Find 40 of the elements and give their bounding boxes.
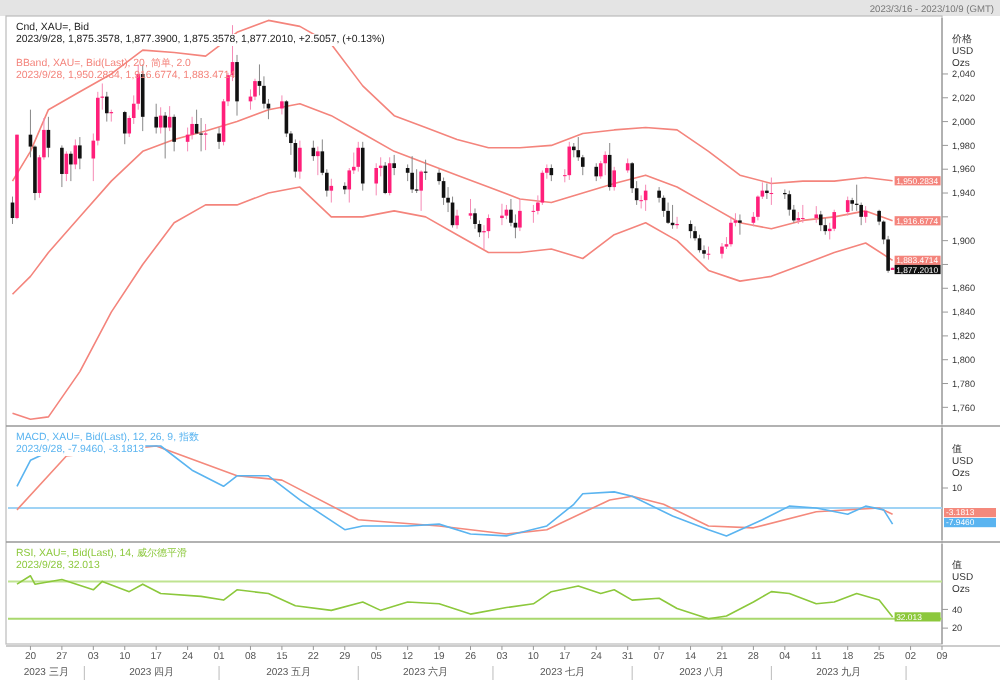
candlestick bbox=[78, 136, 82, 170]
candlestick bbox=[729, 216, 733, 248]
candlestick bbox=[163, 111, 167, 159]
candlestick bbox=[468, 198, 473, 220]
candlestick bbox=[818, 210, 823, 232]
candlestick bbox=[832, 209, 837, 232]
candlestick bbox=[392, 154, 396, 176]
candlestick bbox=[154, 103, 158, 134]
candlestick bbox=[473, 208, 477, 230]
candlestick bbox=[235, 54, 239, 117]
candlestick bbox=[172, 113, 176, 152]
candlestick bbox=[603, 150, 608, 176]
candlestick bbox=[122, 110, 127, 145]
candlestick bbox=[109, 109, 114, 123]
candlestick bbox=[360, 141, 365, 192]
candlestick bbox=[374, 162, 379, 196]
candlestick bbox=[199, 117, 203, 152]
candlestick bbox=[419, 169, 423, 212]
candlestick bbox=[60, 144, 64, 188]
candlestick bbox=[518, 198, 522, 232]
candlestick bbox=[316, 146, 320, 176]
candlestick bbox=[203, 123, 208, 151]
candlestick bbox=[356, 141, 361, 173]
candlestick bbox=[280, 94, 284, 115]
candlestick bbox=[217, 127, 221, 150]
candlestick bbox=[104, 91, 109, 123]
candlestick bbox=[738, 213, 742, 236]
candlestick bbox=[298, 140, 302, 180]
candlestick bbox=[720, 242, 724, 259]
candlestick bbox=[801, 204, 805, 224]
candlestick bbox=[607, 142, 612, 192]
candlestick bbox=[455, 209, 459, 230]
candlestick bbox=[383, 161, 387, 195]
candlestick bbox=[666, 202, 670, 225]
candlestick bbox=[845, 196, 850, 217]
candlestick bbox=[410, 155, 414, 194]
candlestick bbox=[675, 216, 679, 230]
candlestick bbox=[567, 141, 572, 181]
candlestick bbox=[612, 166, 616, 192]
candlestick bbox=[69, 150, 73, 182]
